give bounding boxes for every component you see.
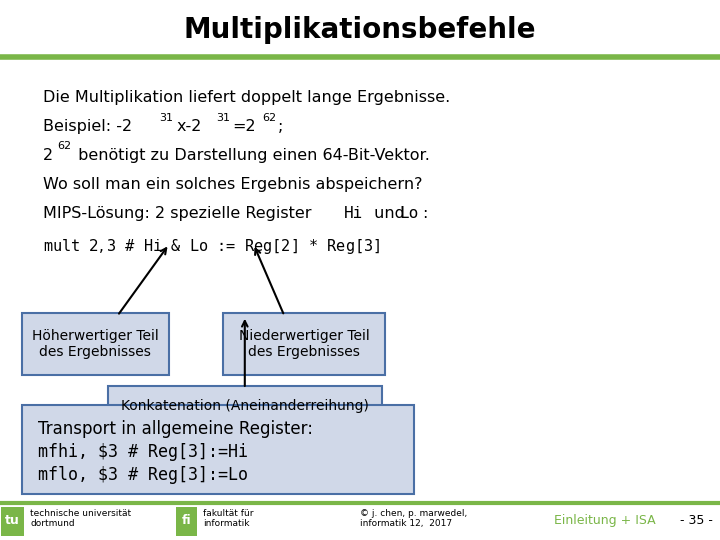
Text: fi: fi bbox=[181, 514, 192, 527]
Text: © j. chen, p. marwedel,
informatik 12,  2017: © j. chen, p. marwedel, informatik 12, 2… bbox=[360, 509, 467, 528]
FancyBboxPatch shape bbox=[223, 313, 385, 375]
Text: Multiplikationsbefehle: Multiplikationsbefehle bbox=[184, 16, 536, 44]
Text: MIPS-Lösung: 2 spezielle Register: MIPS-Lösung: 2 spezielle Register bbox=[43, 206, 317, 221]
Text: Wo soll man ein solches Ergebnis abspeichern?: Wo soll man ein solches Ergebnis abspeic… bbox=[43, 177, 423, 192]
Text: ;: ; bbox=[278, 119, 283, 134]
Text: tu: tu bbox=[5, 514, 19, 527]
Text: Einleitung + ISA: Einleitung + ISA bbox=[554, 514, 656, 527]
Text: fakultät für
informatik: fakultät für informatik bbox=[203, 509, 253, 528]
Text: Hi: Hi bbox=[344, 206, 364, 221]
Text: Lo: Lo bbox=[400, 206, 419, 221]
Text: mult $2,$3 # Hi & Lo := Reg[2] * Reg[3]: mult $2,$3 # Hi & Lo := Reg[2] * Reg[3] bbox=[43, 237, 381, 256]
Text: mflo, $3 # Reg[3]:=Lo: mflo, $3 # Reg[3]:=Lo bbox=[38, 466, 248, 484]
Text: 62: 62 bbox=[57, 141, 71, 151]
Text: x-2: x-2 bbox=[176, 119, 202, 134]
Text: Beispiel: -2: Beispiel: -2 bbox=[43, 119, 132, 134]
Text: 31: 31 bbox=[159, 113, 173, 123]
Text: 2: 2 bbox=[43, 148, 53, 163]
FancyBboxPatch shape bbox=[22, 313, 169, 375]
Text: mfhi, $3 # Reg[3]:=Hi: mfhi, $3 # Reg[3]:=Hi bbox=[38, 443, 248, 461]
Text: Niederwertiger Teil
des Ergebnisses: Niederwertiger Teil des Ergebnisses bbox=[239, 329, 369, 359]
FancyBboxPatch shape bbox=[1, 507, 24, 536]
Text: Die Multiplikation liefert doppelt lange Ergebnisse.: Die Multiplikation liefert doppelt lange… bbox=[43, 90, 451, 105]
Text: und: und bbox=[369, 206, 410, 221]
Text: technische universität
dortmund: technische universität dortmund bbox=[30, 509, 131, 528]
FancyBboxPatch shape bbox=[108, 386, 382, 427]
Text: 62: 62 bbox=[262, 113, 276, 123]
Text: 31: 31 bbox=[216, 113, 230, 123]
Text: benötigt zu Darstellung einen 64-Bit-Vektor.: benötigt zu Darstellung einen 64-Bit-Vek… bbox=[73, 148, 430, 163]
Text: :: : bbox=[422, 206, 427, 221]
Text: Höherwertiger Teil
des Ergebnisses: Höherwertiger Teil des Ergebnisses bbox=[32, 329, 159, 359]
Text: - 35 -: - 35 - bbox=[680, 514, 714, 527]
Text: Konkatenation (Aneinanderreihung): Konkatenation (Aneinanderreihung) bbox=[121, 400, 369, 413]
FancyBboxPatch shape bbox=[22, 405, 414, 494]
FancyBboxPatch shape bbox=[176, 507, 197, 536]
Text: Transport in allgemeine Register:: Transport in allgemeine Register: bbox=[38, 420, 313, 437]
Text: =2: =2 bbox=[233, 119, 256, 134]
